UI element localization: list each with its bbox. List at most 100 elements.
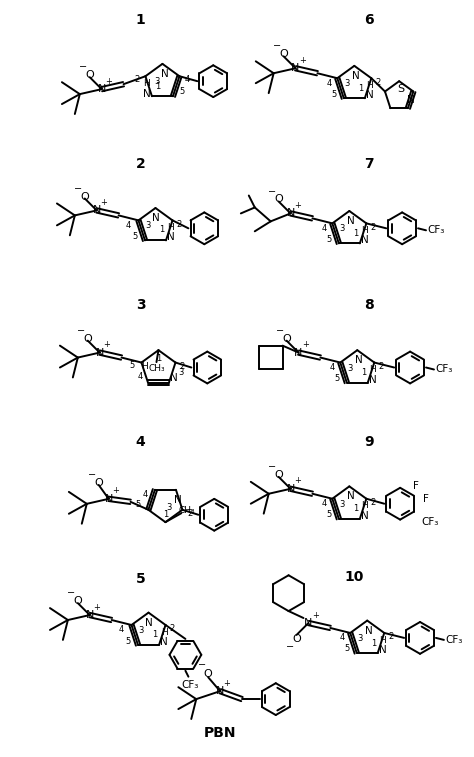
Text: CH₃: CH₃ [148,363,165,372]
Text: 3: 3 [138,626,143,635]
Text: CF₃: CF₃ [182,680,199,690]
Text: O: O [282,334,291,344]
Text: N: N [366,90,374,100]
Text: 7: 7 [365,157,374,171]
Text: 2: 2 [379,362,384,371]
Text: PBN: PBN [204,726,237,740]
Text: 1: 1 [159,225,164,234]
Text: O: O [274,195,283,204]
Text: 3: 3 [340,224,345,233]
Text: N: N [98,84,106,94]
Text: −: − [74,183,82,194]
Text: N: N [104,494,113,504]
Text: F: F [413,481,419,491]
Text: 5: 5 [136,500,141,509]
Text: 1: 1 [163,509,168,519]
Text: 5: 5 [344,644,349,653]
Text: O: O [81,192,89,201]
Text: H: H [168,223,174,232]
Text: −: − [79,62,87,72]
Text: 1: 1 [371,638,376,647]
Text: N: N [407,95,415,105]
Text: 2: 2 [389,632,394,641]
Text: +: + [105,76,112,86]
Text: 9: 9 [365,435,374,449]
Text: 2: 2 [177,220,182,229]
Text: N: N [304,618,313,628]
Text: 2: 2 [376,78,381,87]
Text: N: N [170,372,178,382]
Text: 2: 2 [180,362,185,371]
Text: CF₃: CF₃ [445,635,463,645]
Text: N: N [92,205,101,216]
Text: H: H [366,81,373,90]
Text: 4: 4 [119,625,124,634]
Text: O: O [274,470,283,480]
Text: 8: 8 [365,298,374,313]
Text: 2: 2 [371,498,376,507]
Text: H: H [142,362,148,371]
Text: H: H [144,79,150,88]
Text: 4: 4 [185,75,190,84]
Text: 3: 3 [166,503,172,512]
Text: N: N [145,618,153,628]
Text: 4: 4 [137,372,143,381]
Text: −: − [273,42,281,51]
Text: −: − [268,462,276,472]
Text: +: + [294,201,301,210]
Text: 5: 5 [334,374,339,383]
Text: 1: 1 [153,630,158,639]
Text: 4: 4 [327,79,332,88]
Text: 5: 5 [179,87,184,95]
Text: +: + [224,679,230,687]
Text: +: + [103,340,110,349]
Text: N: N [143,89,151,99]
Text: O: O [204,669,212,679]
Text: +: + [299,56,306,65]
Text: N: N [369,375,377,385]
Text: 6: 6 [365,13,374,27]
Text: +: + [100,198,107,207]
Text: 1: 1 [155,82,161,91]
Text: +: + [93,603,100,612]
Text: +: + [294,476,301,485]
Text: 4: 4 [322,224,327,233]
Text: 5: 5 [136,572,146,586]
Text: 1: 1 [353,504,358,513]
Text: N: N [353,71,360,81]
Text: 5: 5 [126,637,131,646]
Text: N: N [174,495,182,505]
Text: S: S [398,84,405,94]
Text: N: N [361,511,369,521]
Text: 5: 5 [326,510,331,519]
Text: +: + [112,487,119,495]
Text: H: H [362,226,368,235]
Text: 1: 1 [136,13,146,27]
Text: 1: 1 [361,368,366,377]
Text: 3: 3 [357,634,363,643]
Text: 3: 3 [145,221,150,230]
Text: 1: 1 [353,229,358,238]
Text: 4: 4 [136,435,146,449]
Text: 3: 3 [136,298,146,313]
Text: N: N [365,625,373,636]
Text: CF₃: CF₃ [421,516,438,527]
Text: 4: 4 [340,634,345,643]
Text: 3: 3 [347,363,353,372]
Text: 4: 4 [142,491,147,500]
Text: −: − [198,660,206,670]
Text: N: N [361,235,369,245]
Text: 5: 5 [326,235,331,244]
Text: 4: 4 [126,221,131,230]
Text: 2: 2 [188,509,193,519]
Text: N: N [167,232,175,242]
Text: O: O [85,70,94,80]
Text: H: H [379,636,386,644]
Text: N: N [216,686,224,696]
Text: N: N [86,610,94,620]
Text: 1: 1 [156,354,161,363]
Text: −: − [275,326,284,335]
Text: 3: 3 [178,368,183,377]
Text: 10: 10 [345,570,364,584]
Text: N: N [356,355,363,365]
